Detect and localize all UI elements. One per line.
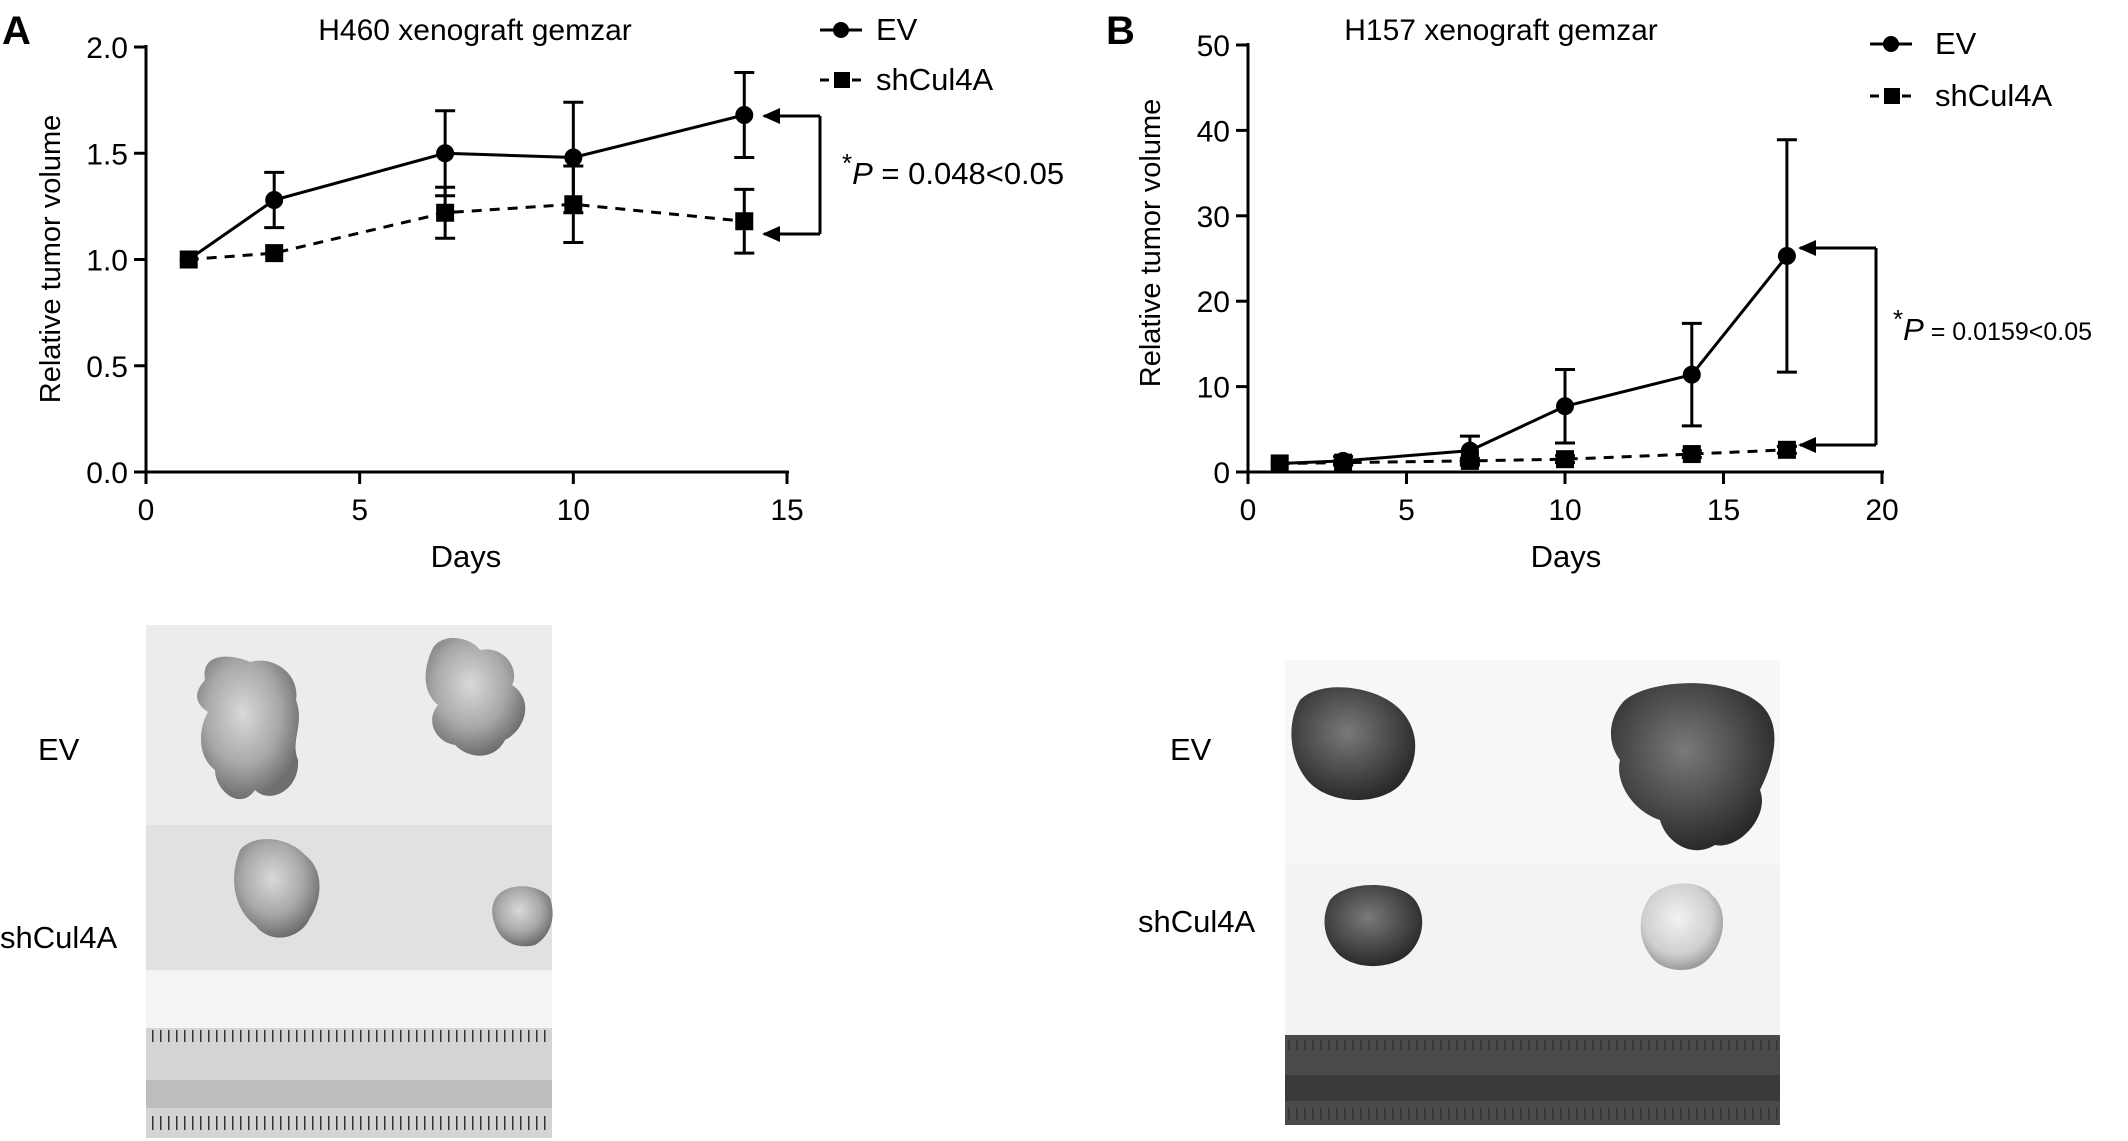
data-point-shcul4a [1556, 450, 1574, 469]
ruler-a [146, 1028, 552, 1138]
y-tick-label: 2.0 [86, 32, 128, 65]
x-tick-label: 10 [1548, 494, 1581, 527]
chart-b-legend: EV shCul4A [1870, 26, 2052, 113]
x-tick-label: 5 [1398, 494, 1415, 527]
data-point-shcul4a [1334, 453, 1353, 472]
chart-a-p-value: *P = 0.048<0.05 [842, 148, 1064, 191]
y-tick-label: 0.5 [86, 351, 128, 384]
sh-tumor-b1 [1324, 885, 1423, 967]
data-point-shcul4a [735, 212, 754, 231]
sh-tumor-a1 [234, 839, 320, 938]
x-tick-label: 10 [557, 494, 590, 527]
ev-tumor-a2 [425, 637, 526, 756]
chart-b-p-value: *P = 0.0159<0.05 [1893, 304, 2092, 347]
ev-tumor-b2 [1610, 683, 1775, 851]
y-tick-label: 0 [1213, 457, 1230, 490]
chart-a: H460 xenograft gemzar Relative tumor vol… [35, 12, 1064, 574]
sh-tumor-b2 [1640, 883, 1724, 971]
ruler-b [1285, 1035, 1780, 1125]
x-tick-label: 15 [1707, 494, 1740, 527]
tumor-photo-a: EV shCul4A [0, 625, 553, 1138]
data-point-ev [564, 148, 583, 167]
x-tick-label: 5 [351, 494, 368, 527]
panel-label-a: A [2, 9, 31, 53]
arrowhead-icon [762, 226, 780, 242]
chart-a-plot-area: 0.0 0.5 1.0 1.5 2.0 0 5 10 15 [86, 32, 803, 527]
chart-a-legend-ev: EV [876, 12, 918, 47]
y-tick-label: 50 [1197, 30, 1230, 63]
chart-a-legend: EV shCul4A [820, 12, 993, 97]
x-tick-label: 20 [1865, 494, 1898, 527]
y-tick-label: 10 [1197, 372, 1230, 405]
data-point-ev [436, 144, 455, 163]
chart-b-legend-ev: EV [1935, 26, 1977, 61]
chart-a-x-axis-label: Days [431, 539, 502, 574]
y-tick-label: 1.5 [86, 138, 128, 171]
data-point-ev [1556, 397, 1574, 416]
panel-label-b: B [1106, 9, 1135, 53]
data-point-shcul4a [1777, 440, 1796, 459]
data-point-shcul4a [179, 250, 198, 269]
chart-b: H157 xenograft gemzar Relative tumor vol… [1135, 14, 2092, 574]
series-line-ev [187, 113, 745, 261]
photo-a-shcul4a-label: shCul4A [0, 920, 117, 955]
chart-a-y-axis-label: Relative tumor volume [35, 115, 67, 404]
data-point-shcul4a [265, 244, 284, 263]
legend-sh-marker [834, 72, 850, 88]
arrowhead-icon [1798, 240, 1816, 256]
data-point-ev [265, 191, 284, 209]
arrowhead-icon [1798, 437, 1816, 453]
chart-b-y-axis-label: Relative tumor volume [1135, 99, 1167, 388]
x-tick-label: 0 [138, 494, 155, 527]
series-line-ev [1279, 255, 1789, 465]
photo-b-shcul4a-label: shCul4A [1138, 904, 1255, 939]
y-tick-label: 0.0 [86, 457, 128, 490]
data-point-ev [735, 106, 754, 124]
data-point-shcul4a [564, 195, 583, 214]
legend-ev-marker [1883, 36, 1899, 52]
sh-tumor-a2 [492, 886, 553, 947]
chart-a-legend-sh: shCul4A [876, 62, 993, 97]
ev-tumor-b1 [1291, 687, 1416, 800]
y-tick-label: 20 [1197, 286, 1230, 319]
tumor-photo-b: EV shCul4A [1138, 660, 1780, 1125]
chart-b-plot-area: 0 10 20 30 40 50 0 5 10 15 20 [1197, 30, 1899, 527]
chart-b-x-axis-label: Days [1531, 539, 1602, 574]
legend-sh-marker [1884, 88, 1900, 104]
data-point-shcul4a [1682, 445, 1701, 464]
x-tick-label: 15 [770, 494, 803, 527]
data-point-ev [1777, 246, 1796, 265]
chart-a-significance-bracket [762, 108, 822, 242]
y-tick-label: 30 [1197, 201, 1230, 234]
photo-b-ev-label: EV [1170, 732, 1212, 767]
data-point-shcul4a [436, 203, 455, 222]
legend-ev-marker [833, 22, 849, 38]
chart-b-legend-sh: shCul4A [1935, 78, 2052, 113]
data-point-shcul4a [1460, 451, 1479, 470]
chart-a-title: H460 xenograft gemzar [318, 14, 632, 47]
data-point-ev [1682, 365, 1701, 384]
arrowhead-icon [762, 108, 780, 124]
y-tick-label: 40 [1197, 115, 1230, 148]
photo-a-ev-label: EV [38, 732, 80, 767]
x-tick-label: 0 [1240, 494, 1257, 527]
chart-b-significance-bracket [1798, 240, 1878, 453]
ev-tumor-a1 [197, 656, 299, 800]
series-line-shcul4a [1279, 448, 1787, 465]
chart-b-title: H157 xenograft gemzar [1344, 14, 1658, 47]
data-point-shcul4a [1270, 454, 1289, 473]
y-tick-label: 1.0 [86, 245, 128, 278]
